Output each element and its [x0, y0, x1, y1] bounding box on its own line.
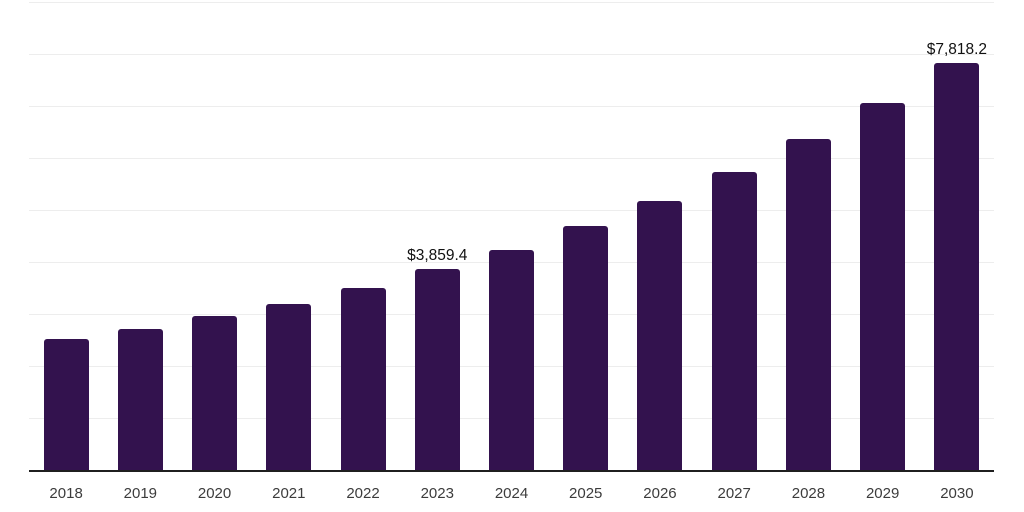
x-tick-label-2026: 2026	[643, 485, 677, 502]
x-tick-label-2018: 2018	[49, 485, 83, 502]
x-tick-label-2025: 2025	[569, 485, 603, 502]
x-tick-label-2023: 2023	[420, 485, 454, 502]
bar-2018	[43, 338, 89, 470]
x-tick-label-2030: 2030	[940, 485, 974, 502]
bar-2022	[340, 288, 386, 470]
bar-2028	[785, 139, 831, 470]
bar-2027	[711, 172, 757, 470]
x-tick-label-2019: 2019	[123, 485, 158, 502]
gridline	[29, 158, 994, 159]
gridline	[29, 54, 994, 55]
gridline	[29, 210, 994, 211]
x-tick-label-2029: 2029	[865, 485, 900, 502]
bar-2023	[414, 269, 460, 470]
gridline	[29, 106, 994, 107]
gridline	[29, 2, 994, 3]
bar-2024	[489, 250, 534, 470]
x-tick-label-2027: 2027	[717, 485, 751, 502]
bar-2020	[192, 316, 238, 470]
bar-2025	[563, 226, 609, 470]
x-axis-line	[29, 470, 994, 472]
bar-2019	[117, 329, 163, 470]
data-label-2023: $3,859.4	[407, 247, 468, 265]
bar-2029	[860, 102, 906, 470]
x-tick-label-2020: 2020	[197, 485, 232, 502]
data-label-2030: $7,818.2	[926, 41, 988, 59]
bar-2026	[637, 201, 683, 470]
x-tick-label-2022: 2022	[346, 485, 380, 502]
x-tick-label-2024: 2024	[494, 485, 529, 502]
x-tick-label-2028: 2028	[791, 485, 826, 502]
bar-2030	[934, 63, 980, 470]
bar-2021	[266, 304, 312, 470]
x-tick-label-2021: 2021	[272, 485, 306, 502]
